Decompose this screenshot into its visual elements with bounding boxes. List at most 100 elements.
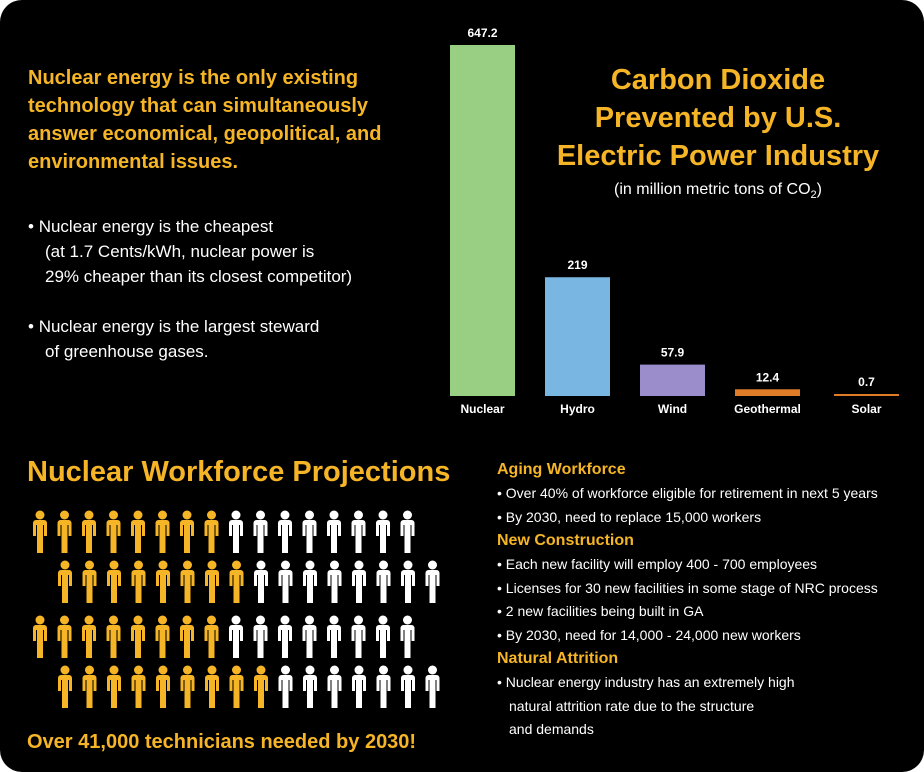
x-tick-label: Nuclear [460, 402, 504, 416]
person-head [84, 510, 94, 520]
person-body [376, 570, 391, 603]
person-icon [327, 560, 342, 603]
x-tick-label: Geothermal [734, 402, 801, 416]
section-heading: Natural Attrition [497, 650, 619, 667]
person-body [82, 570, 97, 603]
item-line: and demands [509, 721, 594, 737]
subtitle-subscript: 2 [810, 189, 817, 202]
person-body [303, 570, 317, 603]
person-icon [58, 665, 72, 708]
person-icon [327, 510, 341, 553]
item-line: 2 new facilities being built in GA [497, 600, 917, 624]
person-icon [400, 615, 415, 658]
person-icon [156, 665, 170, 708]
person-icon [205, 665, 219, 708]
bar [735, 389, 800, 396]
person-head [232, 665, 241, 675]
person-body [33, 625, 47, 658]
person-head [134, 665, 143, 675]
section-heading: Aging Workforce [497, 461, 626, 478]
person-icon [302, 510, 317, 553]
person-icon [351, 615, 366, 658]
person-body [204, 520, 219, 553]
person-body [131, 675, 146, 708]
person-head [379, 560, 388, 570]
person-head [378, 615, 388, 625]
person-head [60, 560, 70, 570]
person-icon [155, 615, 170, 658]
person-body [327, 625, 341, 658]
person-body [82, 675, 97, 708]
person-body [106, 625, 121, 658]
person-icon [33, 510, 47, 553]
value-label: 0.7 [858, 375, 875, 389]
person-head [428, 560, 437, 570]
item-line: Over 40% of workforce eligible for retir… [497, 482, 917, 506]
person-body [400, 625, 415, 658]
person-icon [33, 615, 47, 658]
person-head [109, 665, 119, 675]
person-icon [156, 560, 170, 603]
person-icon [180, 560, 195, 603]
bullet: Nuclear energy is the largest steward of … [28, 314, 320, 364]
person-body [376, 520, 390, 553]
bar [640, 364, 705, 396]
workforce-details: Aging Workforce Over 40% of workforce eli… [497, 458, 917, 742]
person-body [205, 675, 219, 708]
person-head [403, 615, 412, 625]
person-head [354, 665, 364, 675]
person-head [354, 615, 363, 625]
person-body [229, 625, 243, 658]
person-head [231, 510, 241, 520]
person-icon [253, 510, 268, 553]
person-head [133, 615, 143, 625]
person-icon [425, 665, 440, 708]
person-icon [303, 665, 317, 708]
person-body [425, 570, 440, 603]
person-icon [376, 665, 391, 708]
person-body [82, 520, 96, 553]
person-head [256, 665, 266, 675]
person-icon [204, 510, 219, 553]
person-body [57, 520, 72, 553]
person-icon [131, 510, 145, 553]
person-icon [278, 665, 293, 708]
value-label: 57.9 [661, 346, 685, 360]
x-tick-label: Hydro [560, 402, 595, 416]
item-line: Each new facility will employ 400 - 700 … [497, 553, 917, 577]
person-head [183, 560, 192, 570]
value-label: 647.2 [467, 26, 497, 40]
person-head [330, 665, 339, 675]
chart-subtitle: (in million metric tons of CO2) [520, 181, 916, 201]
person-icon [180, 665, 195, 708]
person-body [57, 625, 72, 658]
person-head [305, 560, 315, 570]
person-body [352, 675, 366, 708]
person-icon [278, 615, 292, 658]
person-body [180, 675, 195, 708]
bar [545, 277, 610, 396]
bar [834, 394, 899, 396]
person-head [158, 510, 167, 520]
person-body [131, 625, 145, 658]
person-head [329, 510, 339, 520]
person-head [182, 510, 192, 520]
person-head [281, 665, 290, 675]
person-body [376, 675, 391, 708]
person-icon [131, 615, 145, 658]
section-item: Licenses for 30 new facilities in some s… [497, 577, 917, 601]
person-head [232, 560, 241, 570]
person-body [352, 570, 366, 603]
person-icon [376, 510, 390, 553]
person-head [133, 510, 143, 520]
person-body [229, 570, 244, 603]
bullet-line: of greenhouse gases. [45, 342, 209, 361]
section-heading: New Construction [497, 532, 634, 549]
person-head [379, 665, 388, 675]
person-head [281, 560, 290, 570]
person-icon [401, 665, 415, 708]
person-icon [107, 665, 121, 708]
person-head [256, 560, 266, 570]
person-head [182, 615, 192, 625]
x-tick-label: Wind [658, 402, 687, 416]
